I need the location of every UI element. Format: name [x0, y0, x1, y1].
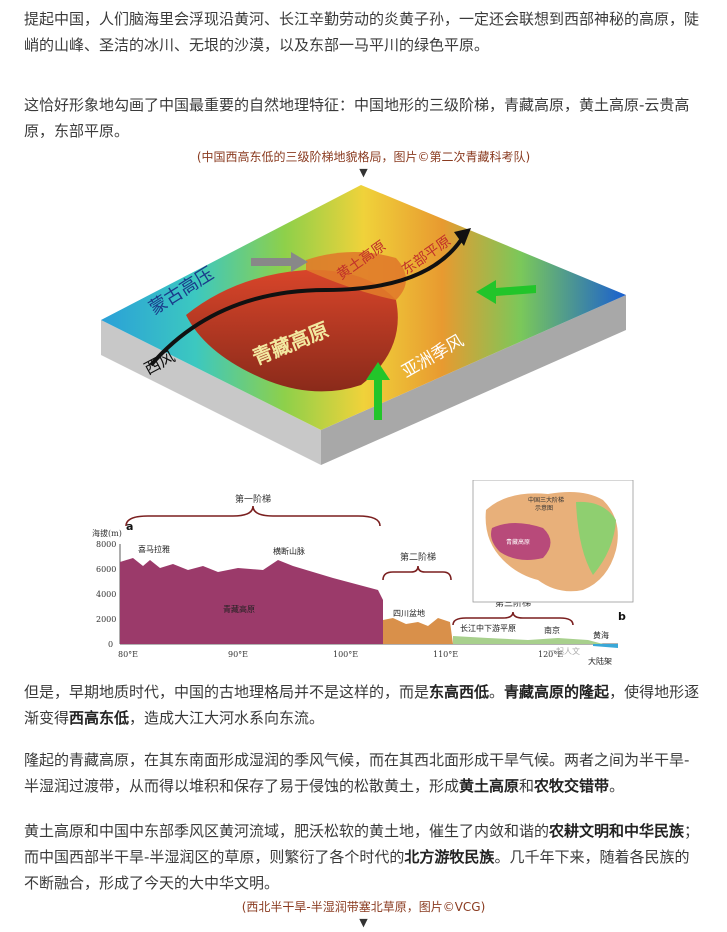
- paragraph-terrain-text: 这恰好形象地勾画了中国最重要的自然地理特征：中国地形的三级阶梯，青藏高原，黄土高…: [24, 96, 690, 140]
- x-tick-120: 120°E: [538, 650, 563, 659]
- p5-text-a: 黄土高原和中国中东部季风区黄河流域，肥沃松软的黄土地，催生了内敛和谐的: [24, 822, 550, 840]
- label-continental-shelf: 大陆架: [588, 656, 612, 666]
- x-tick-80: 80°E: [118, 650, 138, 659]
- x-tick-90: 90°E: [228, 650, 248, 659]
- westerly-arrowhead: [454, 228, 471, 246]
- step2-label: 第二阶梯: [400, 551, 436, 563]
- figure2-caption: (西北半干旱-半湿润带塞北草原，图片©VCG): [241, 900, 486, 914]
- inset-title-line1: 中国三大阶梯: [528, 496, 564, 504]
- p4-bold-ecotone: 农牧交错带: [534, 777, 610, 795]
- inset-tibet-label: 青藏高原: [506, 538, 530, 546]
- paragraph-ancient-geography: 但是，早期地质时代，中国的古地理格局并不是这样的，而是东高西低。青藏高原的隆起，…: [24, 679, 704, 731]
- paragraph-climate: 隆起的青藏高原，在其东南面形成湿润的季风气候，而在其西北面形成干旱气候。两者之间…: [24, 747, 704, 799]
- p3-bold-east-high: 东高西低: [429, 683, 490, 701]
- step1-label: 第一阶梯: [235, 493, 271, 505]
- label-himalaya: 喜马拉雅: [138, 544, 170, 554]
- p3-text-e: ，使得地形逐渐变得: [24, 683, 700, 727]
- x-tick-100: 100°E: [333, 650, 358, 659]
- step1-profile: [120, 558, 383, 644]
- label-hengduan: 横断山脉: [273, 546, 305, 556]
- p5-bold-nomads: 北方游牧民族: [404, 848, 495, 866]
- step3-profile: [453, 636, 603, 644]
- label-sichuan-basin: 四川盆地: [393, 608, 425, 618]
- terrain-block-figure: 蒙古高压 西风 青藏高原 黄土高原 东部平原 亚洲季风: [101, 185, 626, 465]
- step2-bracket: [382, 565, 452, 581]
- p5-text-e: 。几千年下来，随着各民族的不断融合，形成了今天的大中华文明。: [24, 848, 690, 892]
- y-tick-4000: 4000: [96, 590, 116, 599]
- monsoon-arrow-south: [366, 362, 390, 420]
- p4-text-e: 。: [609, 777, 625, 795]
- label-yellow-sea: 黄海: [593, 630, 609, 640]
- block-side-left: [101, 320, 321, 465]
- step1-bracket: [125, 505, 381, 527]
- paragraph-intro: 提起中国，人们脑海里会浮现沿黄河、长江辛勤劳动的炎黄子孙，一定还会联想到西部神秘…: [24, 6, 704, 58]
- p4-text-c: 和: [519, 777, 535, 795]
- elevation-profile-figure: 第一阶梯 第二阶梯 第三阶梯 海拔(m) a 8000 6000 4000 20…: [92, 480, 634, 666]
- loess-plateau-relief: [306, 251, 406, 300]
- paragraph-terrain: 这恰好形象地勾画了中国最重要的自然地理特征：中国地形的三级阶梯，青藏高原，黄土高…: [24, 92, 704, 144]
- y-tick-2000: 2000: [96, 615, 116, 624]
- y-tick-0: 0: [108, 640, 113, 649]
- mongolia-high-arrow: [251, 252, 308, 272]
- step3-bracket: [452, 611, 574, 626]
- p4-bold-loess: 黄土高原: [459, 777, 520, 795]
- p5-bold-farming: 农耕文明和中华民族: [549, 822, 685, 840]
- monsoon-arrow-east: [476, 280, 536, 304]
- label-tibet-plateau-profile: 青藏高原: [223, 604, 255, 614]
- y-tick-8000: 8000: [96, 540, 116, 549]
- step2-profile: [383, 618, 453, 644]
- p3-bold-uplift: 青藏高原的隆起: [504, 683, 610, 701]
- p3-text-c: 。: [489, 683, 505, 701]
- p3-text-a: 但是，早期地质时代，中国的古地理格局并不是这样的，而是: [24, 683, 430, 701]
- y-tick-6000: 6000: [96, 565, 116, 574]
- panel-b-label: b: [618, 610, 626, 623]
- p3-text-g: ，造成大江大河水系向东流。: [129, 709, 325, 727]
- inset-east-shape: [576, 501, 616, 575]
- sea-profile: [593, 644, 618, 648]
- y-axis-label: 海拔(m): [92, 528, 122, 538]
- tibet-plateau-relief: [186, 269, 398, 392]
- inset-title-line2: 示意图: [535, 504, 553, 512]
- panel-a-label: a: [126, 520, 133, 533]
- down-arrow-icon: ▼: [359, 166, 368, 179]
- paragraph-civilization: 黄土高原和中国中东部季风区黄河流域，肥沃松软的黄土地，催生了内敛和谐的农耕文明和…: [24, 818, 704, 896]
- block-side-right: [321, 295, 626, 465]
- inset-china-map: 中国三大阶梯 示意图 青藏高原: [472, 480, 634, 603]
- label-nanjing: 南京: [544, 625, 560, 635]
- p3-bold-west-high: 西高东低: [69, 709, 130, 727]
- paragraph-intro-text: 提起中国，人们脑海里会浮现沿黄河、长江辛勤劳动的炎黄子孙，一定还会联想到西部神秘…: [24, 10, 700, 54]
- watermark-text: 一起人文: [548, 646, 580, 656]
- figure1-caption: (中国西高东低的三级阶梯地貌格局，图片©第二次青藏科考队): [196, 150, 531, 164]
- inset-tibet-shape: [491, 523, 551, 560]
- p5-text-c: ；而中国西部半干旱-半湿润区的草原，则繁衍了各个时代的: [24, 822, 700, 866]
- down-arrow-icon-2: ▼: [359, 916, 368, 929]
- westerly-arrow: [149, 238, 463, 367]
- p4-text-a: 隆起的青藏高原，在其东南面形成湿润的季风气候，而在其西北面形成干旱气候。两者之间…: [24, 751, 690, 795]
- label-yangtze-plain: 长江中下游平原: [460, 623, 516, 633]
- x-tick-110: 110°E: [433, 650, 458, 659]
